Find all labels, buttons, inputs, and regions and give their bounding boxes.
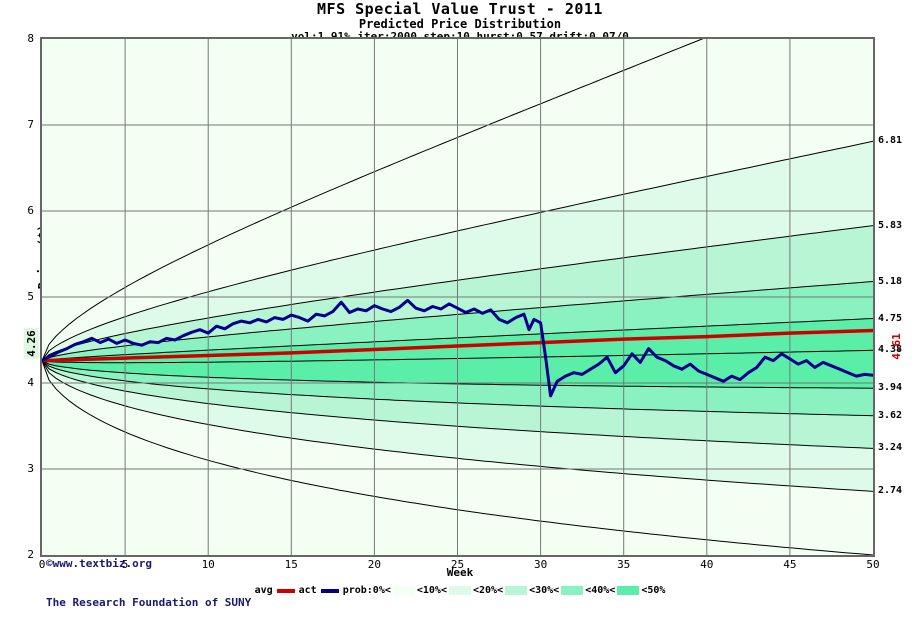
x-tick-40: 40 [700,558,714,571]
quantile-label-4.38: 4.38 [878,344,903,356]
y-tick-6: 6 [27,204,34,217]
legend-band-swatch-1 [448,586,471,595]
legend-avg-label: avg [254,585,273,596]
legend-band-label-4: <50% [641,585,666,596]
quantile-label-2.74: 2.74 [878,485,903,497]
x-tick-25: 25 [450,558,465,571]
credit-line-2: The Research Foundation of SUNY [46,596,252,609]
x-tick-5: 5 [121,558,129,571]
chart-title: MFS Special Value Trust - 2011 [317,0,603,18]
chart-subtitle: Predicted Price Distribution [358,17,562,31]
legend-act-swatch [320,588,339,593]
credit-line-1: ©www.textbiz.org [46,557,152,570]
y-tick-7: 7 [27,118,34,131]
quantile-label-3.94: 3.94 [878,382,903,394]
legend-prob-label: prob:0%< [342,585,391,596]
x-tick-30: 30 [533,558,548,571]
quantile-label-5.83: 5.83 [878,219,903,231]
legend-avg-swatch [276,588,295,593]
start-price-label: 4.26 [23,328,39,359]
x-tick-10: 10 [201,558,215,571]
plot-area [40,37,875,557]
distribution-fan-chart [42,39,873,555]
x-tick-50: 50 [866,558,880,571]
y-tick-3: 3 [27,462,34,475]
legend-band-label-1: <20%< [472,585,504,596]
x-tick-15: 15 [284,558,298,571]
legend-band-label-2: <30%< [529,585,560,596]
legend-band-swatch-0 [392,586,415,595]
legend-band-label-3: <40%< [585,585,616,596]
x-tick-0: 0 [38,558,46,571]
copyright-credit: ©www.textbiz.org The Research Foundation… [46,531,251,622]
x-tick-35: 35 [617,558,631,571]
legend-band-swatch-3 [561,586,584,595]
quantile-label-3.62: 3.62 [878,409,903,421]
quantile-label-4.75: 4.75 [878,312,903,324]
chart-legend: avg act prob:0%< <10%< <20%< <30%< <40%< <50% [0,585,920,596]
x-tick-45: 45 [783,558,797,571]
legend-band-swatch-4 [617,586,640,595]
legend-act-label: act [298,585,317,596]
x-axis-title: Week [446,566,474,579]
quantile-label-5.18: 5.18 [878,275,903,287]
quantile-label-6.81: 6.81 [878,135,903,147]
y-tick-5: 5 [27,290,34,303]
y-tick-4: 4 [27,376,34,389]
y-tick-2: 2 [27,548,34,561]
legend-band-label-0: <10%< [416,585,447,596]
y-tick-8: 8 [27,32,34,45]
x-tick-20: 20 [367,558,382,571]
quantile-label-3.24: 3.24 [878,442,903,454]
legend-band-swatch-2 [505,586,528,595]
